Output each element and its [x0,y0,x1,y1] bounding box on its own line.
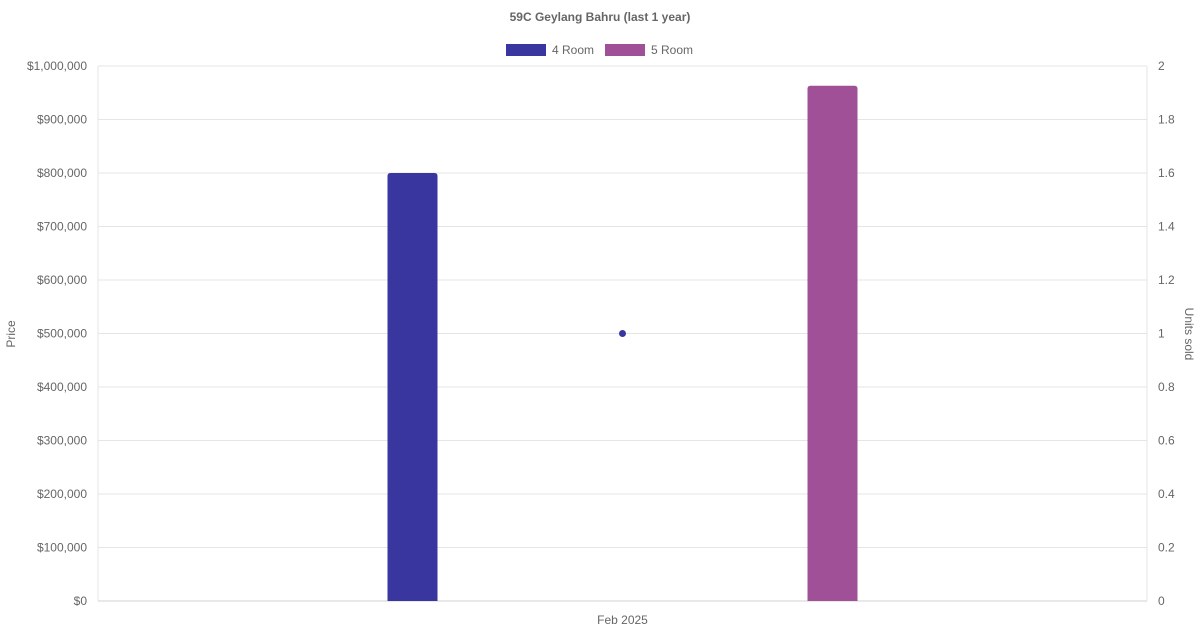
right-tick-label: 1.4 [1158,220,1175,234]
left-tick-label: $700,000 [37,220,87,234]
right-tick-label: 1.6 [1158,166,1175,180]
legend-swatch-5-room[interactable] [605,44,645,56]
legend: 4 Room 5 Room [506,43,693,57]
left-axis-title: Price [4,320,18,348]
right-tick-label: 0.2 [1158,541,1175,555]
left-tick-label: $300,000 [37,434,87,448]
right-tick-label: 1 [1158,327,1165,341]
right-tick-label: 0.8 [1158,380,1175,394]
left-tick-label: $900,000 [37,113,87,127]
right-tick-label: 1.2 [1158,273,1175,287]
left-tick-label: $800,000 [37,166,87,180]
left-tick-label: $400,000 [37,380,87,394]
right-tick-label: 0 [1158,594,1165,608]
right-tick-label: 0.4 [1158,487,1175,501]
left-tick-label: $600,000 [37,273,87,287]
left-tick-label: $500,000 [37,327,87,341]
legend-swatch-4-room[interactable] [506,44,546,56]
bars [387,85,858,602]
x-tick-label: Feb 2025 [597,613,648,627]
left-tick-label: $100,000 [37,541,87,555]
right-tick-label: 0.6 [1158,434,1175,448]
left-axis-ticks: $0 $100,000 $200,000 $300,000 $400,000 $500,0… [27,59,87,608]
right-axis-title: Units sold [1182,308,1196,361]
x-axis-ticks: Feb 2025 [597,613,648,627]
units-sold-point [619,330,626,337]
points [619,330,626,337]
left-tick-label: $0 [74,594,88,608]
left-tick-label: $200,000 [37,487,87,501]
bar-4-room [387,173,438,601]
right-tick-label: 1.8 [1158,113,1175,127]
right-tick-label: 2 [1158,59,1165,73]
right-axis-ticks: 0 0.2 0.4 0.6 0.8 1 1.2 1.4 1.6 1.8 2 [1158,59,1175,608]
left-tick-label: $1,000,000 [27,59,87,73]
chart-title: 59C Geylang Bahru (last 1 year) [510,10,691,24]
legend-label-5-room[interactable]: 5 Room [651,43,693,57]
legend-label-4-room[interactable]: 4 Room [552,43,594,57]
bar-5-room [807,85,858,602]
